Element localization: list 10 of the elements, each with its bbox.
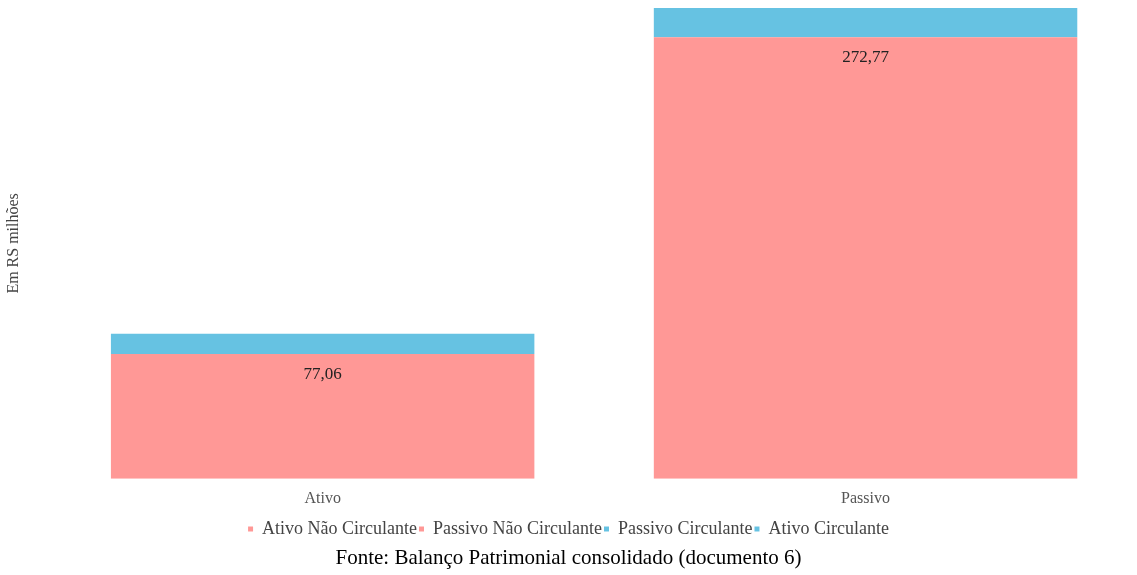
legend-label: Passivo Circulante xyxy=(617,517,753,538)
legend-label: Ativo Circulante xyxy=(768,517,889,538)
legend-label: Passivo Não Circulante xyxy=(433,517,602,538)
y-axis-title: Em RS milhões xyxy=(3,193,21,294)
x-tick-label: Passivo xyxy=(841,488,890,506)
data-label: 77,06 xyxy=(303,364,342,383)
x-tick-label: Ativo xyxy=(304,488,341,506)
data-label: 272,77 xyxy=(842,47,890,67)
source-note: Fonte: Balanço Patrimonial consolidado (documento 6) xyxy=(334,544,803,570)
legend-label: Ativo Não Circulante xyxy=(262,517,418,538)
